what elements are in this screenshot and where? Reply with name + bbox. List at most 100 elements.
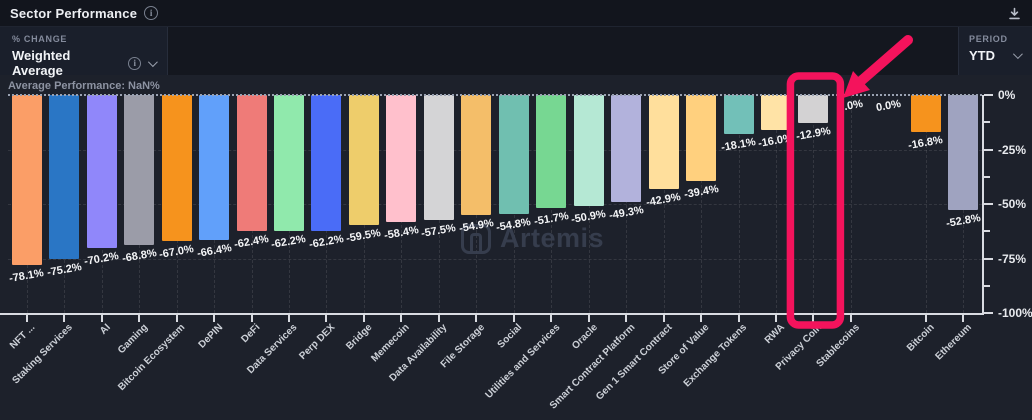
metric-dropdown[interactable]: % CHANGE Weighted Average i — [0, 27, 168, 78]
bar-memecoin[interactable] — [386, 95, 417, 223]
x-axis-tick — [475, 315, 478, 322]
x-axis-label-ai: AI — [97, 322, 113, 337]
metric-value: Weighted Average — [12, 48, 71, 78]
x-axis-tick — [700, 315, 703, 322]
y-axis-minor-tick — [984, 175, 990, 178]
v-gridline — [925, 95, 927, 313]
x-axis-label-social: Social — [495, 322, 525, 351]
y-axis-tick — [984, 203, 993, 205]
x-axis-tick — [250, 315, 253, 322]
v-gridline — [626, 95, 628, 313]
h-gridline — [8, 258, 982, 260]
bar-value-label: 0.0% — [837, 97, 865, 115]
v-gridline — [663, 95, 665, 313]
y-axis-label: 0% — [998, 88, 1016, 102]
x-axis-label-defi: DeFi — [239, 322, 263, 346]
bar-bridge[interactable] — [348, 95, 379, 225]
x-axis-tick — [587, 315, 590, 322]
bar-value-label: -62.2% — [270, 232, 308, 251]
bar-value-label: 0.0% — [874, 97, 902, 115]
bar-social[interactable] — [498, 95, 529, 215]
y-axis-minor-tick — [984, 230, 990, 233]
chevron-down-icon — [1012, 49, 1023, 60]
y-axis-minor-tick — [984, 121, 990, 124]
x-axis-tick — [625, 315, 628, 322]
bar-data-services[interactable] — [273, 95, 304, 231]
bar-gen-1-smart-contract[interactable] — [648, 95, 679, 189]
y-axis-tick — [984, 257, 993, 260]
bar-ai[interactable] — [86, 95, 117, 249]
v-gridline — [738, 95, 740, 313]
x-axis-label-ethereum: Ethereum — [933, 322, 975, 363]
bar-value-label: -59.5% — [345, 226, 383, 245]
bar-nft[interactable] — [11, 95, 42, 266]
v-gridline — [850, 95, 852, 313]
y-axis-tick — [984, 312, 993, 314]
bar-smart-contract-platform[interactable] — [611, 95, 642, 203]
bar-store-of-value[interactable] — [686, 95, 717, 181]
x-axis-tick — [362, 315, 365, 322]
x-axis-label-nft: NFT ... — [8, 322, 38, 352]
x-axis-tick — [25, 315, 28, 322]
y-axis-label: -75% — [998, 251, 1027, 266]
y-axis-label: -25% — [998, 142, 1027, 157]
x-axis-tick — [662, 315, 665, 322]
x-axis-tick — [100, 315, 103, 322]
y-axis-tick — [984, 94, 993, 96]
bar-depin[interactable] — [199, 95, 230, 240]
x-axis-line — [0, 313, 984, 315]
x-axis-tick — [774, 315, 777, 322]
x-axis-tick — [325, 315, 328, 322]
bar-bitcoin[interactable] — [910, 95, 941, 132]
x-axis-tick — [400, 315, 403, 322]
bar-file-storage[interactable] — [461, 95, 492, 215]
bar-utilities-and-services[interactable] — [536, 95, 567, 208]
period-value: YTD — [969, 48, 995, 63]
watermark-text: Artemis — [500, 223, 605, 253]
y-axis-minor-tick — [984, 284, 990, 287]
chevron-down-icon — [148, 56, 158, 67]
bar-bitcoin-ecosystem[interactable] — [161, 95, 192, 242]
bar-oracle[interactable] — [573, 95, 604, 206]
average-performance-note: Average Performance: NaN% — [8, 80, 160, 92]
x-axis-label-gaming: Gaming — [115, 322, 150, 357]
bar-exchange-tokens[interactable] — [723, 95, 754, 135]
bar-perp-dex[interactable] — [311, 95, 342, 231]
x-axis-tick — [437, 315, 440, 322]
info-icon[interactable]: i — [144, 6, 159, 20]
x-axis-tick — [287, 315, 290, 322]
bar-value-label: -62.2% — [308, 232, 345, 251]
bar-gaming[interactable] — [124, 95, 155, 245]
bar-rwa[interactable] — [760, 95, 791, 130]
bar-staking-services[interactable] — [49, 95, 80, 259]
x-axis-tick — [924, 315, 927, 322]
x-axis-tick — [63, 315, 66, 322]
y-axis-label: -100% — [998, 306, 1032, 320]
bar-value-label: -66.4% — [195, 241, 233, 260]
x-axis-tick — [962, 315, 965, 322]
x-axis-tick — [512, 315, 515, 322]
period-label: PERIOD — [969, 34, 1008, 44]
toolbar: % CHANGE Weighted Average i PERIOD YTD — [0, 27, 1032, 78]
x-axis-tick — [737, 315, 740, 322]
bar-ethereum[interactable] — [948, 95, 979, 211]
x-axis-label-rwa: RWA — [762, 322, 787, 347]
period-dropdown[interactable]: PERIOD YTD — [958, 27, 1032, 75]
v-gridline — [775, 95, 777, 313]
bar-value-label: -42.9% — [645, 190, 682, 209]
bar-defi[interactable] — [236, 95, 267, 232]
y-axis-line — [982, 95, 984, 315]
bar-data-availability[interactable] — [423, 95, 454, 221]
info-icon[interactable]: i — [128, 56, 142, 70]
x-axis-tick — [812, 315, 815, 322]
x-axis-label-depin: DePIN — [196, 322, 225, 351]
bar-privacy-coin[interactable] — [798, 95, 829, 124]
v-gridline — [701, 95, 703, 313]
x-axis-label-bridge: Bridge — [344, 322, 375, 353]
download-button[interactable] — [1007, 6, 1022, 21]
chart-plot: Average Performance: NaN% Artemis NFT ..… — [0, 75, 1032, 420]
title-bar: Sector Performance i — [0, 0, 1032, 27]
x-axis-tick — [213, 315, 216, 322]
x-axis-tick — [175, 315, 178, 322]
